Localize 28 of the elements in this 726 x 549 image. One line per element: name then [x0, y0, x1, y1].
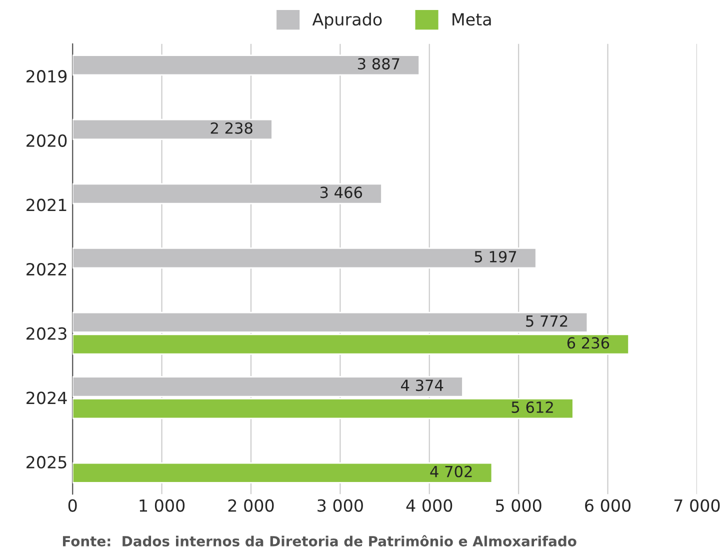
y-tick-label: 2020: [26, 134, 67, 147]
data-label: 2 238: [210, 122, 252, 134]
legend-label: Meta: [452, 13, 491, 26]
source-note: Fonte: Dados internos da Diretoria de Patrimônio e Almoxarifado: [62, 535, 576, 546]
y-tick-label: 2023: [26, 327, 66, 340]
legend-label: Apurado: [312, 12, 382, 29]
x-tick-label: 7 000: [674, 499, 720, 512]
x-tick-label: 0: [68, 499, 77, 512]
data-label: 5 772: [526, 315, 568, 327]
data-label: 3 887: [358, 58, 400, 70]
x-tick-label: 1 000: [140, 499, 185, 512]
x-tick-label: 3 000: [318, 499, 363, 512]
data-label: 4 702: [430, 466, 472, 478]
y-tick-label: 2025: [26, 456, 66, 469]
data-label: 3 466: [320, 186, 362, 198]
y-tick-label: 2024: [26, 392, 67, 404]
x-tick-label: 4 000: [406, 499, 452, 512]
y-tick-label: 2021: [26, 198, 66, 212]
x-tick-label: 6 000: [585, 499, 631, 512]
data-label: 4 374: [400, 380, 444, 392]
data-label: 5 612: [512, 401, 553, 413]
bar: [72, 462, 493, 484]
x-tick-label: 5 000: [496, 499, 542, 512]
data-label: 5 197: [474, 250, 516, 263]
data-label: 6 236: [567, 337, 610, 349]
y-tick-label: 2019: [26, 70, 67, 83]
y-tick-label: 2022: [26, 262, 66, 276]
x-tick-label: 2 000: [228, 499, 274, 512]
